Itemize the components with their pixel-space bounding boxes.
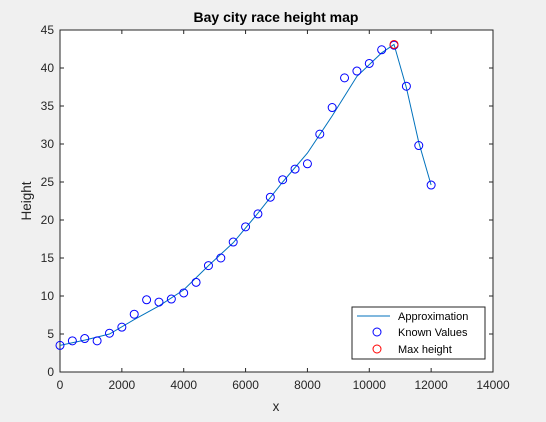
x-tick-label: 6000 bbox=[232, 378, 259, 392]
known-values-point bbox=[364, 58, 374, 68]
x-tick-label: 12000 bbox=[414, 378, 448, 392]
known-values-point bbox=[352, 66, 362, 76]
legend-max-height-marker bbox=[372, 344, 382, 354]
known-values-point bbox=[92, 336, 102, 346]
known-values-point bbox=[216, 253, 226, 263]
x-tick-label: 2000 bbox=[109, 378, 136, 392]
y-tick-label: 45 bbox=[41, 23, 55, 37]
known-values-point bbox=[191, 277, 201, 287]
x-tick-label: 10000 bbox=[353, 378, 387, 392]
known-values-point bbox=[104, 328, 114, 338]
legend-max-height-label: Max height bbox=[398, 344, 452, 356]
known-values-point bbox=[241, 222, 251, 232]
y-tick-label: 15 bbox=[41, 251, 55, 265]
legend-known-values-label: Known Values bbox=[398, 327, 468, 339]
known-values-point bbox=[377, 45, 387, 55]
known-values-point bbox=[315, 129, 325, 139]
y-tick-label: 35 bbox=[41, 99, 55, 113]
x-tick-label: 8000 bbox=[294, 378, 321, 392]
known-values-point bbox=[117, 322, 127, 332]
max-height-point bbox=[389, 39, 399, 49]
x-axis-label: x bbox=[273, 399, 280, 414]
y-tick-label: 30 bbox=[41, 137, 55, 151]
known-values-point bbox=[203, 261, 213, 271]
legend: Approximation Known Values Max height bbox=[351, 306, 486, 360]
known-values-point bbox=[55, 340, 65, 350]
y-axis-label: Height bbox=[19, 181, 34, 220]
legend-approximation-label: Approximation bbox=[398, 311, 468, 323]
known-values-point bbox=[414, 141, 424, 151]
known-values-point bbox=[166, 294, 176, 304]
legend-known-values-marker bbox=[372, 327, 382, 337]
chart-title: Bay city race height map bbox=[194, 9, 359, 25]
known-values-point bbox=[340, 73, 350, 83]
known-values-point bbox=[290, 164, 300, 174]
known-values-point bbox=[278, 175, 288, 185]
known-values-point bbox=[253, 209, 263, 219]
y-tick-label: 5 bbox=[47, 327, 54, 341]
x-tick-label: 0 bbox=[57, 378, 64, 392]
known-values-point bbox=[67, 336, 77, 346]
approximation-line bbox=[59, 43, 432, 346]
known-values-point bbox=[154, 297, 164, 307]
known-values-point bbox=[327, 103, 337, 113]
known-values-point bbox=[129, 309, 139, 319]
known-values-point bbox=[228, 237, 238, 247]
x-tick-label: 14000 bbox=[476, 378, 510, 392]
known-values-point bbox=[265, 192, 275, 202]
known-values-point bbox=[80, 334, 90, 344]
known-values-point bbox=[179, 288, 189, 298]
known-values-point bbox=[426, 180, 436, 190]
known-values-point bbox=[142, 295, 152, 305]
y-tick-label: 40 bbox=[41, 61, 55, 75]
y-tick-label: 10 bbox=[41, 289, 55, 303]
y-tick-label: 0 bbox=[47, 365, 54, 379]
y-tick-label: 25 bbox=[41, 175, 55, 189]
known-values-point bbox=[302, 159, 312, 169]
y-tick-label: 20 bbox=[41, 213, 55, 227]
x-tick-label: 4000 bbox=[170, 378, 197, 392]
known-values-point bbox=[401, 81, 411, 91]
